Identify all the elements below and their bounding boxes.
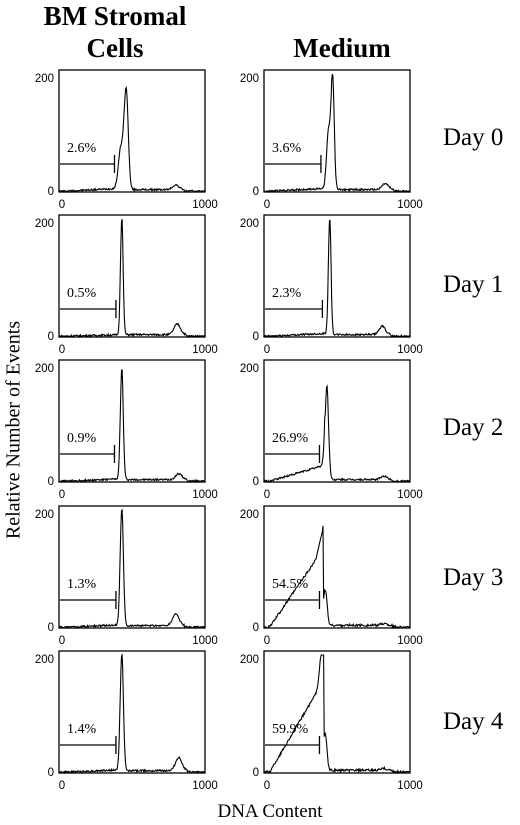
- y-tick-label: 200: [240, 218, 259, 230]
- column-header-medium: Medium: [293, 33, 391, 63]
- plot-frame: [58, 359, 206, 483]
- sub-g1-percent: 54.5%: [272, 577, 309, 592]
- histogram-line: [263, 654, 411, 774]
- sub-g1-percent: 0.5%: [67, 286, 97, 301]
- plot-frame: [58, 505, 206, 629]
- x-tick-label: 1000: [192, 780, 218, 792]
- histogram-line: [58, 508, 206, 630]
- histogram-stromal-day-0: 2.6% 0 200 0 1000: [35, 69, 218, 211]
- histogram-medium-day-1: 2.3% 0 200 0 1000: [240, 214, 423, 356]
- x-tick-label: 1000: [397, 199, 423, 211]
- column-header-stromal: BM Stromal Cells: [43, 1, 187, 63]
- histogram-medium-day-3: 54.5% 0 200 0 1000: [240, 505, 423, 647]
- histogram-medium-day-0: 3.6% 0 200 0 1000: [240, 69, 423, 211]
- histogram-medium-day-4: 59.9% 0 200 0 1000: [240, 650, 423, 792]
- y-tick-label: 200: [240, 363, 259, 375]
- day-label-2: Day 2: [443, 414, 504, 441]
- plot-frame: [263, 505, 411, 629]
- histogram-medium-day-2: 26.9% 0 200 0 1000: [240, 359, 423, 501]
- y-tick-label: 0: [48, 331, 54, 343]
- y-tick-label: 200: [240, 73, 259, 85]
- y-tick-label: 0: [253, 476, 259, 488]
- x-tick-label: 0: [264, 780, 270, 792]
- sub-g1-percent: 1.3%: [67, 577, 97, 592]
- y-tick-label: 200: [240, 654, 259, 666]
- x-tick-label: 0: [264, 635, 270, 647]
- sub-g1-percent: 0.9%: [67, 431, 97, 446]
- x-tick-label: 1000: [192, 489, 218, 501]
- x-tick-label: 1000: [397, 489, 423, 501]
- plot-frame: [263, 69, 411, 193]
- x-tick-label: 0: [59, 635, 65, 647]
- y-tick-label: 200: [35, 73, 54, 85]
- sub-g1-percent: 3.6%: [272, 141, 302, 156]
- plot-frame: [263, 359, 411, 483]
- histogram-line: [263, 73, 411, 193]
- y-tick-label: 0: [48, 186, 54, 198]
- y-tick-label: 0: [253, 186, 259, 198]
- histogram-line: [263, 219, 411, 339]
- x-tick-label: 1000: [192, 635, 218, 647]
- x-tick-label: 0: [59, 780, 65, 792]
- y-tick-label: 200: [35, 218, 54, 230]
- x-tick-label: 0: [59, 199, 65, 211]
- histogram-stromal-day-2: 0.9% 0 200 0 1000: [35, 359, 218, 501]
- y-tick-label: 0: [253, 767, 259, 779]
- histogram-line: [58, 218, 206, 339]
- y-tick-label: 0: [253, 622, 259, 634]
- y-tick-label: 0: [48, 622, 54, 634]
- day-label-1: Day 1: [443, 271, 504, 298]
- sub-g1-percent: 59.9%: [272, 722, 309, 737]
- y-tick-label: 0: [48, 767, 54, 779]
- histogram-line: [58, 652, 206, 775]
- plot-frame: [58, 214, 206, 338]
- x-tick-label: 1000: [192, 344, 218, 356]
- histogram-line: [58, 369, 206, 484]
- y-tick-label: 0: [48, 476, 54, 488]
- x-tick-label: 1000: [192, 199, 218, 211]
- histogram-stromal-day-4: 1.4% 0 200 0 1000: [35, 650, 218, 792]
- day-label-0: Day 0: [443, 124, 504, 151]
- x-tick-label: 0: [264, 344, 270, 356]
- y-tick-label: 200: [35, 509, 54, 521]
- day-label-3: Day 3: [443, 564, 504, 591]
- day-label-4: Day 4: [443, 708, 504, 735]
- histogram-stromal-day-1: 0.5% 0 200 0 1000: [35, 214, 218, 356]
- histogram-line: [58, 85, 206, 193]
- x-tick-label: 0: [264, 489, 270, 501]
- sub-g1-percent: 2.3%: [272, 286, 302, 301]
- plot-frame: [263, 650, 411, 774]
- plot-frame: [263, 214, 411, 338]
- plot-frame: [58, 69, 206, 193]
- x-tick-label: 0: [264, 199, 270, 211]
- x-tick-label: 1000: [397, 780, 423, 792]
- sub-g1-percent: 26.9%: [272, 431, 309, 446]
- sub-g1-percent: 2.6%: [67, 141, 97, 156]
- x-tick-label: 1000: [397, 344, 423, 356]
- y-tick-label: 0: [253, 331, 259, 343]
- sub-g1-percent: 1.4%: [67, 722, 97, 737]
- histogram-stromal-day-3: 1.3% 0 200 0 1000: [35, 505, 218, 647]
- x-tick-label: 0: [59, 344, 65, 356]
- plot-frame: [58, 650, 206, 774]
- histogram-line: [264, 384, 411, 484]
- x-axis-label: DNA Content: [217, 801, 323, 822]
- y-tick-label: 200: [35, 363, 54, 375]
- x-tick-label: 0: [59, 489, 65, 501]
- y-tick-label: 200: [35, 654, 54, 666]
- y-tick-label: 200: [240, 509, 259, 521]
- x-tick-label: 1000: [397, 635, 423, 647]
